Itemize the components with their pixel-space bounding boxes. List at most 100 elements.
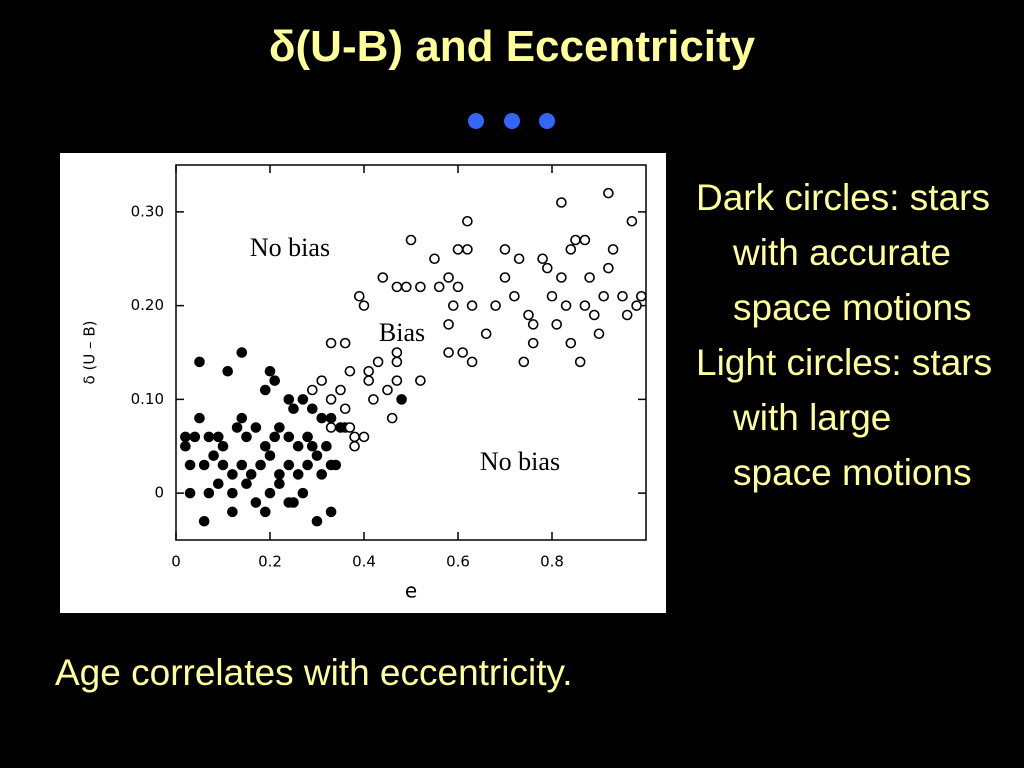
- point: [255, 459, 266, 471]
- point: [236, 412, 248, 424]
- point: [603, 262, 614, 274]
- point: [184, 487, 196, 499]
- point: [344, 422, 356, 433]
- point: [307, 384, 318, 396]
- point: [443, 347, 454, 358]
- bullet-list: Dark circles: stars with accurate space …: [696, 170, 996, 500]
- point: [433, 281, 445, 293]
- point: [250, 422, 262, 433]
- annotation: Bias: [379, 318, 425, 347]
- point: [194, 412, 205, 424]
- annotation: No bias: [480, 447, 560, 476]
- point: [509, 290, 520, 302]
- point: [180, 440, 191, 452]
- point: [626, 215, 638, 227]
- point: [429, 253, 440, 265]
- bullet: Dark circles: stars with accurate space …: [696, 177, 990, 328]
- point: [236, 459, 248, 471]
- point: [316, 412, 328, 424]
- point: [302, 431, 313, 443]
- point: [579, 300, 591, 311]
- point: [260, 506, 271, 518]
- point: [213, 431, 224, 443]
- point: [203, 487, 215, 499]
- point: [344, 365, 356, 377]
- point: [325, 422, 337, 433]
- point: [288, 403, 299, 415]
- point: [457, 347, 469, 358]
- point: [222, 365, 233, 377]
- point: [349, 440, 360, 452]
- x-tick-label: 0.2: [258, 553, 282, 571]
- point: [400, 281, 412, 293]
- point: [339, 403, 351, 415]
- point: [513, 253, 525, 265]
- y-tick-label: 0: [154, 484, 164, 502]
- point: [447, 300, 459, 311]
- point: [227, 506, 238, 518]
- slide-title: δ(U-B) and Eccentricity: [268, 22, 756, 71]
- decoration: [468, 113, 555, 129]
- point: [631, 300, 642, 311]
- point: [349, 431, 360, 443]
- annotation: No bias: [250, 233, 330, 262]
- y-tick-label: 0.20: [131, 296, 164, 314]
- point: [537, 253, 548, 265]
- point: [227, 487, 238, 499]
- point: [231, 422, 243, 433]
- x-tick-label: 0.6: [446, 553, 470, 571]
- point: [250, 497, 262, 508]
- point: [236, 347, 248, 358]
- point: [260, 384, 271, 396]
- caption: Age correlates with eccentricity.: [55, 652, 573, 693]
- point: [570, 234, 581, 246]
- point: [321, 440, 332, 452]
- point: [391, 356, 403, 368]
- point: [452, 281, 464, 293]
- point: [325, 394, 337, 405]
- point: [208, 450, 219, 461]
- point: [189, 431, 201, 443]
- point: [264, 450, 276, 461]
- point: [363, 365, 375, 377]
- y-axis-label: δ (U – B): [81, 321, 99, 385]
- point: [274, 469, 285, 480]
- point: [283, 394, 295, 405]
- point: [213, 478, 224, 490]
- point: [358, 431, 370, 443]
- point: [579, 234, 591, 246]
- bullet: Light circles: stars with large space mo…: [696, 342, 993, 493]
- point: [466, 300, 478, 311]
- point: [198, 459, 210, 471]
- point: [546, 290, 558, 302]
- point: [269, 431, 280, 443]
- point: [269, 375, 280, 386]
- point: [292, 469, 304, 480]
- point: [227, 469, 238, 480]
- point: [527, 337, 539, 349]
- point: [264, 365, 276, 377]
- dot: [539, 113, 555, 129]
- point: [556, 272, 567, 283]
- point: [415, 375, 426, 386]
- point: [391, 375, 403, 386]
- y-tick-label: 0.10: [131, 390, 164, 408]
- point: [386, 412, 398, 424]
- point: [462, 215, 473, 227]
- point: [382, 384, 393, 396]
- point: [302, 459, 313, 471]
- point: [527, 319, 539, 330]
- point: [391, 347, 403, 358]
- point: [635, 290, 647, 302]
- point: [443, 272, 454, 283]
- point: [316, 375, 328, 386]
- point: [490, 300, 501, 311]
- point: [241, 431, 252, 443]
- point: [607, 244, 619, 255]
- point: [452, 244, 464, 255]
- point: [316, 469, 328, 480]
- chart: 0 0.2 0.4 0.6 0.8 0 0.10 0.20 0.30 e δ (U – B) No b…: [60, 153, 666, 613]
- point: [368, 394, 379, 405]
- point: [292, 440, 304, 452]
- point: [621, 309, 633, 321]
